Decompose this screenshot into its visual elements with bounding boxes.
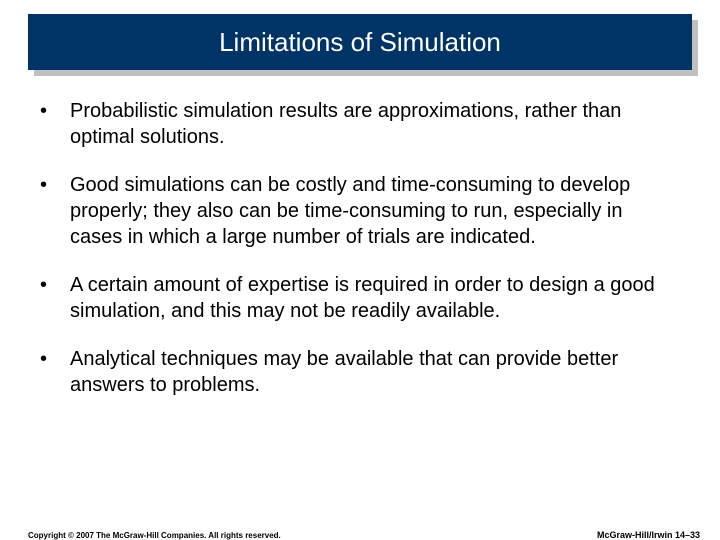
list-item: • Good simulations can be costly and tim… [40,172,680,250]
bullet-text: A certain amount of expertise is require… [62,272,680,324]
bullet-icon: • [40,346,62,372]
list-item: • Analytical techniques may be available… [40,346,680,398]
page-reference: McGraw-Hill/Irwin 14–33 [597,530,700,540]
bullet-text: Good simulations can be costly and time-… [62,172,680,250]
list-item: • A certain amount of expertise is requi… [40,272,680,324]
bullet-text: Analytical techniques may be available t… [62,346,680,398]
footer: Copyright © 2007 The McGraw-Hill Compani… [28,530,700,540]
bullet-list: • Probabilistic simulation results are a… [40,98,680,398]
copyright-text: Copyright © 2007 The McGraw-Hill Compani… [28,531,281,540]
title-box: Limitations of Simulation [28,14,692,70]
bullet-icon: • [40,272,62,298]
slide: Limitations of Simulation • Probabilisti… [0,14,720,540]
bullet-text: Probabilistic simulation results are app… [62,98,680,150]
bullet-icon: • [40,98,62,124]
slide-title: Limitations of Simulation [219,27,501,58]
list-item: • Probabilistic simulation results are a… [40,98,680,150]
bullet-icon: • [40,172,62,198]
title-container: Limitations of Simulation [28,14,692,70]
